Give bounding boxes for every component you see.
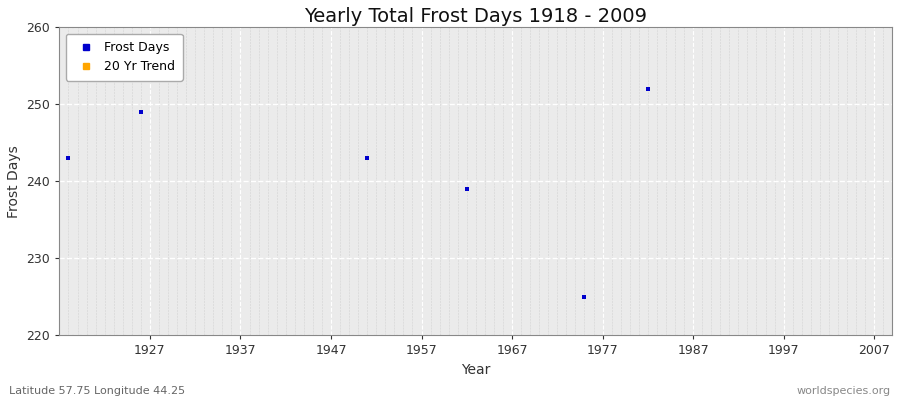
Point: [360, 155, 374, 162]
Legend: Frost Days, 20 Yr Trend: Frost Days, 20 Yr Trend: [66, 34, 183, 81]
Point: [134, 109, 148, 115]
Text: Latitude 57.75 Longitude 44.25: Latitude 57.75 Longitude 44.25: [9, 386, 185, 396]
X-axis label: Year: Year: [461, 363, 491, 377]
Point: [460, 186, 474, 192]
Text: worldspecies.org: worldspecies.org: [796, 386, 891, 396]
Point: [641, 86, 655, 92]
Point: [577, 294, 591, 300]
Y-axis label: Frost Days: Frost Days: [7, 145, 21, 218]
Title: Yearly Total Frost Days 1918 - 2009: Yearly Total Frost Days 1918 - 2009: [304, 7, 647, 26]
Point: [61, 155, 76, 162]
